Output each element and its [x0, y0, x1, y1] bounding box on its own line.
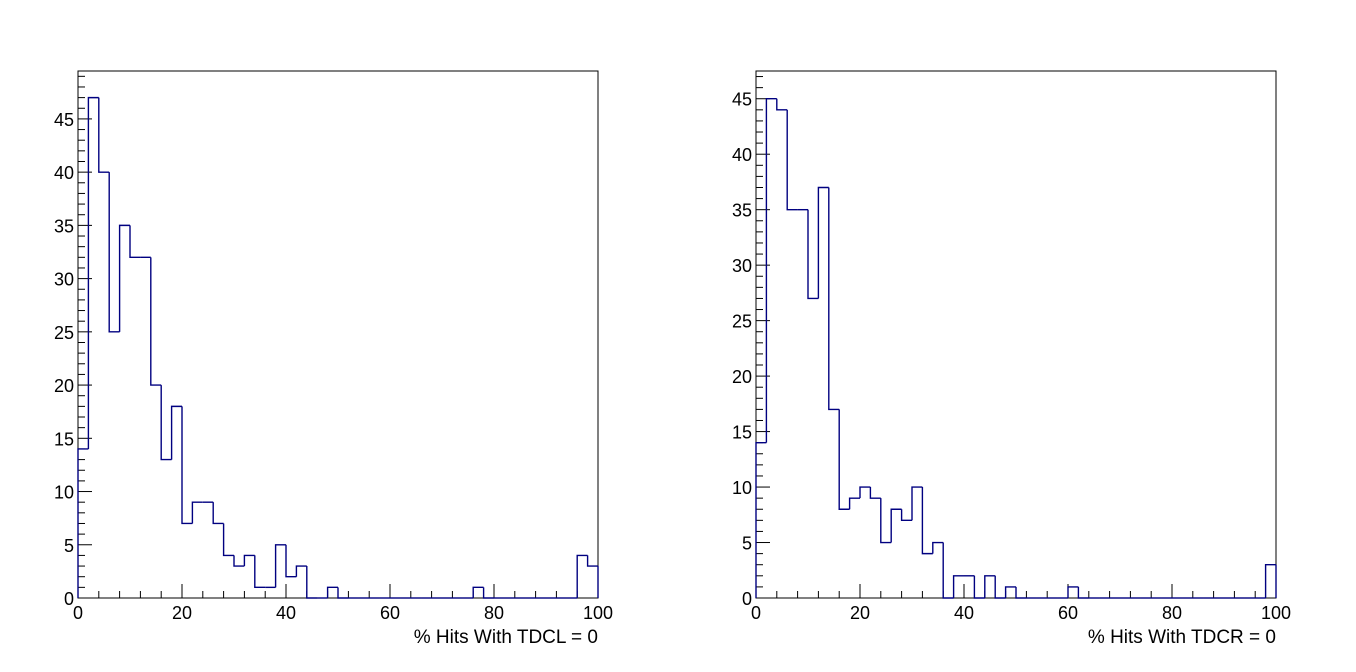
x-axis-title: % Hits With TDCL = 0: [414, 627, 598, 648]
histogram-bin: [776, 98, 788, 111]
y-tick-label: 0: [742, 589, 752, 609]
histogram-bin: [973, 575, 985, 599]
histogram-bin: [859, 486, 871, 499]
histogram-bin: [160, 385, 172, 461]
histogram-bin: [921, 487, 933, 555]
y-tick-label: 45: [732, 90, 752, 110]
y-tick-label: 0: [64, 589, 74, 609]
y-tick-label: 15: [54, 429, 74, 449]
histogram-bin: [337, 587, 349, 599]
histogram-bin: [326, 586, 338, 598]
x-tick-label: 100: [1261, 603, 1291, 623]
y-tick-label: 5: [64, 536, 74, 556]
histogram-bin: [869, 487, 881, 499]
histogram-bin: [1004, 586, 1016, 598]
y-tick-label: 40: [732, 145, 752, 165]
histogram-bin: [222, 523, 234, 557]
histogram-bin: [1015, 586, 1027, 599]
y-tick-label: 40: [54, 163, 74, 183]
x-tick-label: 80: [484, 603, 504, 623]
x-tick-label: 60: [1058, 603, 1078, 623]
x-axis-title: % Hits With TDCR = 0: [1088, 627, 1276, 648]
histogram-bin: [254, 555, 266, 589]
histogram-bin: [994, 575, 1006, 599]
x-tick-label: 40: [954, 603, 974, 623]
y-tick-label: 15: [732, 423, 752, 443]
histogram-bin: [472, 586, 484, 598]
histogram-bin: [932, 541, 944, 554]
y-tick-label: 10: [732, 478, 752, 498]
histogram-bin: [1264, 564, 1276, 598]
histogram-bin: [306, 566, 318, 599]
histogram-bin: [108, 172, 120, 333]
y-tick-label: 20: [54, 376, 74, 396]
histogram-bin: [181, 406, 193, 525]
histogram-bin: [755, 441, 767, 598]
x-tick-label: 40: [276, 603, 296, 623]
histogram-bin: [880, 498, 892, 544]
histogram-bin: [243, 554, 255, 567]
x-tick-label: 20: [850, 603, 870, 623]
histogram-bin: [817, 186, 829, 299]
histogram-bin: [285, 544, 297, 578]
histogram-bin: [170, 405, 182, 460]
histogram-bin: [765, 98, 777, 443]
histogram-bin: [87, 96, 99, 449]
histogram-bin: [233, 555, 245, 567]
histogram-bin: [129, 225, 141, 259]
histogram-bin: [295, 565, 307, 577]
histogram-bin: [838, 409, 850, 510]
y-tick-label: 20: [732, 367, 752, 387]
y-tick-label: 5: [742, 534, 752, 554]
histogram-bin: [191, 501, 203, 524]
y-tick-label: 35: [732, 201, 752, 221]
plot-frame: [77, 70, 599, 599]
histogram-bin: [984, 575, 996, 598]
histogram-bin: [150, 257, 162, 386]
x-tick-label: 0: [73, 603, 83, 623]
histogram-bin: [828, 187, 840, 411]
histogram-bin: [848, 497, 860, 510]
histogram-bin: [586, 555, 598, 567]
histogram-bin: [1077, 586, 1089, 599]
histogram-bin: [911, 486, 923, 521]
x-tick-label: 80: [1162, 603, 1182, 623]
y-tick-label: 35: [54, 216, 74, 236]
x-tick-label: 60: [380, 603, 400, 623]
histogram-bin: [118, 224, 130, 332]
histogram-panel-tdcl: % Hits With TDCL = 0 0 20 40 60 80 100 0 5 10 15 2…: [54, 70, 613, 648]
histogram-bin: [890, 508, 902, 543]
y-tick-label: 25: [54, 323, 74, 343]
y-tick-label: 30: [732, 256, 752, 276]
histogram-bin: [1067, 586, 1079, 598]
y-tick-label: 30: [54, 270, 74, 290]
histogram-panel-tdcr: % Hits With TDCR = 0 0 20 40 60 80 100 0 5 10 15 2…: [732, 70, 1291, 648]
y-tick-label: 10: [54, 483, 74, 503]
histogram-bin: [274, 544, 286, 588]
histogram-bin: [576, 554, 588, 598]
histogram-bin: [98, 97, 110, 173]
histogram-bin: [942, 542, 954, 599]
histogram-bin: [77, 448, 89, 598]
y-tick-label: 25: [732, 312, 752, 332]
histogram-bin: [900, 509, 912, 522]
x-tick-label: 0: [751, 603, 761, 623]
histogram-bin: [482, 587, 494, 599]
plot-frame: [755, 70, 1277, 599]
y-tick-label: 45: [54, 110, 74, 130]
histogram-bin: [212, 502, 224, 525]
histogram-bin: [952, 575, 964, 598]
histogram-bin: [807, 209, 819, 300]
histogram-bin: [786, 109, 798, 211]
x-tick-label: 20: [172, 603, 192, 623]
x-tick-label: 100: [583, 603, 613, 623]
